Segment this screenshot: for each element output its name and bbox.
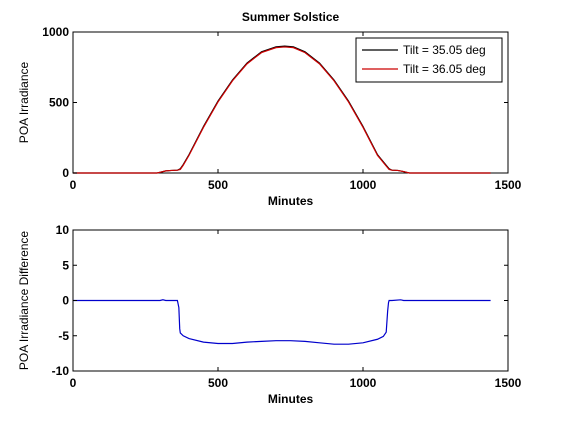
y-tick-label: -5 — [58, 329, 69, 343]
x-tick-label: 0 — [70, 178, 77, 192]
top-axes: Summer Solstice Minutes POA Irradiance T… — [17, 10, 522, 208]
x-axis-label: Minutes — [268, 392, 314, 406]
y-tick-label: 500 — [49, 96, 69, 110]
y-tick-label: 0 — [62, 166, 69, 180]
legend-entry-tilt-36-05: Tilt = 36.05 deg — [403, 62, 486, 76]
x-tick-label: 1000 — [350, 376, 377, 390]
y-axis-label: POA Irradiance — [17, 61, 31, 143]
y-tick-label: 1000 — [42, 25, 69, 39]
y-tick-label: 10 — [56, 223, 70, 237]
x-tick-label: 1500 — [495, 376, 522, 390]
y-tick-label: 0 — [62, 294, 69, 308]
x-tick-label: 500 — [208, 376, 228, 390]
series-line-1 — [73, 299, 491, 345]
x-axis-label: Minutes — [268, 194, 314, 208]
x-tick-label: 0 — [70, 376, 77, 390]
x-tick-label: 1000 — [350, 178, 377, 192]
bottom-axes: Minutes POA Irradiance Difference 0 500 10… — [17, 223, 522, 406]
legend-entry-tilt-35-05: Tilt = 35.05 deg — [403, 43, 486, 57]
legend-box — [355, 37, 503, 83]
y-tick-label: -10 — [52, 364, 70, 378]
chart-title: Summer Solstice — [242, 10, 340, 24]
x-tick-label: 500 — [208, 178, 228, 192]
legend: Tilt = 35.05 deg Tilt = 36.05 deg — [355, 37, 503, 83]
y-axis-label: POA Irradiance Difference — [17, 231, 31, 371]
x-tick-label: 1500 — [495, 178, 522, 192]
y-tick-label: 5 — [62, 258, 69, 272]
series-line-2 — [73, 46, 491, 174]
